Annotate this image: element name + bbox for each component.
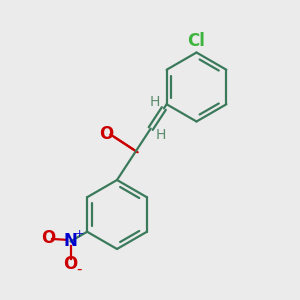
Text: H: H (156, 128, 166, 142)
Text: H: H (149, 95, 160, 109)
Text: O: O (100, 125, 114, 143)
Text: N: N (64, 232, 78, 250)
Text: -: - (76, 262, 82, 277)
Text: Cl: Cl (188, 32, 206, 50)
Text: O: O (64, 255, 78, 273)
Text: O: O (41, 229, 55, 247)
Text: +: + (74, 229, 84, 239)
